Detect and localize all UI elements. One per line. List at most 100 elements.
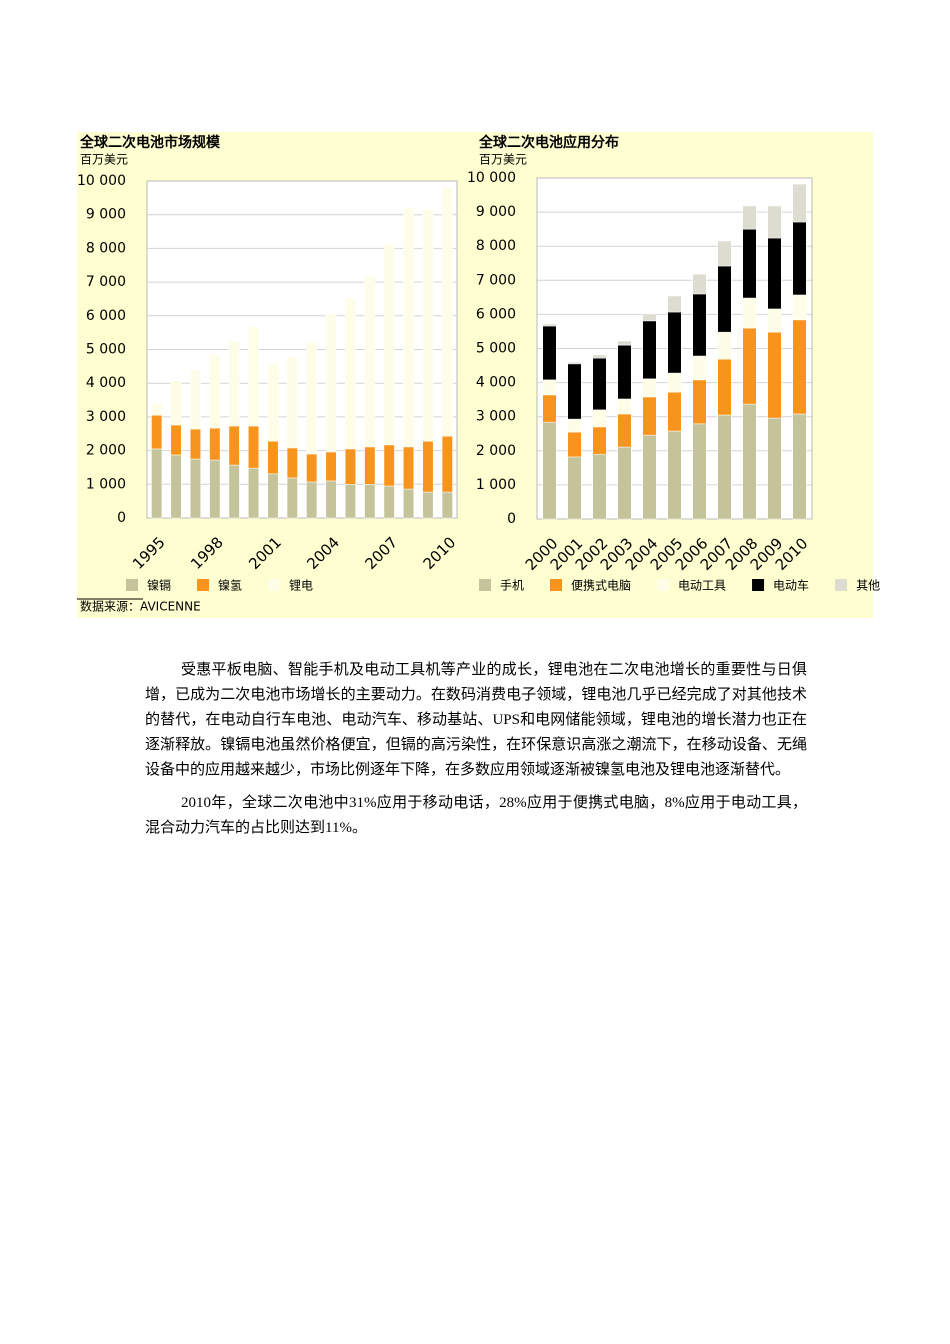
- bar-segment: [692, 273, 707, 295]
- bar-segment: [344, 297, 356, 450]
- legend-swatch: [752, 579, 765, 591]
- bar-segment: [742, 327, 757, 405]
- bar-segment: [792, 319, 807, 415]
- bar-segment: [189, 369, 201, 430]
- bar-segment: [667, 295, 682, 313]
- bar-segment: [364, 275, 376, 448]
- bar-segment: [642, 378, 657, 398]
- bar-segment: [248, 326, 260, 427]
- bar-segment: [717, 240, 732, 267]
- bar-segment: [742, 403, 757, 520]
- y-tick-label: 1 000: [476, 477, 516, 493]
- bar-segment: [692, 293, 707, 357]
- bar-segment: [717, 265, 732, 333]
- legend-label: 锂电: [289, 578, 313, 593]
- bar-segment: [567, 456, 582, 520]
- y-tick-label: 0: [507, 511, 516, 527]
- bar-segment: [170, 454, 182, 519]
- plot-border: [146, 180, 458, 519]
- y-tick-label: 1 000: [86, 476, 126, 492]
- bar-segment: [642, 320, 657, 380]
- bar-segment: [344, 448, 356, 485]
- bar-segment: [325, 451, 337, 482]
- bar-segment: [542, 379, 557, 396]
- bar-segment: [617, 340, 632, 346]
- legend-label: 电动工具: [678, 579, 726, 593]
- y-tick-label: 2 000: [476, 443, 516, 459]
- bar-segment: [567, 431, 582, 458]
- y-tick-label: 10 000: [467, 170, 516, 186]
- bar-segment: [692, 355, 707, 381]
- bar-segment: [441, 186, 453, 437]
- bar-segment: [151, 414, 163, 450]
- legend-swatch: [268, 579, 281, 591]
- legend-swatch: [835, 579, 848, 591]
- bar-segment: [667, 430, 682, 520]
- bar-segment: [228, 425, 240, 466]
- bar-segment: [767, 205, 782, 239]
- bar-segment: [325, 313, 337, 453]
- chart-title: 全球二次电池应用分布: [478, 134, 619, 151]
- bar-segment: [267, 473, 279, 519]
- y-tick-label: 2 000: [86, 443, 126, 459]
- paragraph: 受惠平板电脑、智能手机及电动工具机等产业的成长，锂电池在二次电池增长的重要性与日…: [145, 662, 807, 778]
- y-tick-label: 9 000: [476, 204, 516, 220]
- y-tick-label: 8 000: [86, 240, 126, 256]
- bar-segment: [441, 491, 453, 519]
- bar-segment: [325, 480, 337, 519]
- bar-segment: [286, 477, 298, 519]
- bar-segment: [364, 484, 376, 519]
- legend-swatch: [197, 579, 210, 591]
- bar-segment: [542, 394, 557, 423]
- bar-segment: [767, 237, 782, 310]
- bar-segment: [617, 398, 632, 415]
- bar-segment: [592, 453, 607, 520]
- bar-segment: [189, 428, 201, 460]
- bar-segment: [209, 427, 221, 461]
- bar-segment: [228, 340, 240, 427]
- bar-segment: [306, 481, 318, 519]
- bar-segment: [306, 341, 318, 455]
- bar-segment: [692, 379, 707, 425]
- bar-segment: [792, 413, 807, 520]
- bar-segment: [767, 308, 782, 333]
- bar-segment: [742, 205, 757, 230]
- y-tick-label: 9 000: [86, 207, 126, 223]
- bar-segment: [592, 354, 607, 359]
- y-tick-label: 5 000: [86, 342, 126, 358]
- bar-segment: [403, 488, 415, 519]
- bar-segment: [567, 361, 582, 365]
- bar-segment: [767, 417, 782, 520]
- bar-segment: [542, 325, 557, 381]
- bar-segment: [383, 485, 395, 519]
- y-axis-label: 百万美元: [80, 153, 128, 167]
- legend-label: 镍氢: [218, 578, 242, 593]
- bar-segment: [248, 425, 260, 469]
- y-axis-label: 百万美元: [479, 153, 527, 167]
- y-tick-label: 3 000: [86, 409, 126, 425]
- bar-segment: [742, 228, 757, 299]
- bar-segment: [422, 440, 434, 493]
- bar-segment: [717, 331, 732, 360]
- legend-label: 镍镉: [147, 579, 171, 593]
- bar-segment: [592, 409, 607, 428]
- bar-segment: [592, 426, 607, 455]
- bar-segment: [567, 418, 582, 433]
- bar-segment: [170, 380, 182, 426]
- bar-segment: [792, 183, 807, 223]
- bar-segment: [567, 363, 582, 420]
- bar-segment: [617, 344, 632, 400]
- bar-segment: [742, 297, 757, 329]
- bar-segment: [344, 484, 356, 519]
- bar-segment: [151, 448, 163, 519]
- bar-segment: [403, 207, 415, 448]
- bar-segment: [383, 444, 395, 487]
- bar-segment: [306, 453, 318, 483]
- bar-segment: [767, 331, 782, 419]
- y-tick-label: 6 000: [476, 306, 516, 322]
- bar-segment: [170, 424, 182, 456]
- bar-segment: [151, 403, 163, 416]
- bar-segment: [717, 358, 732, 416]
- bar-segment: [189, 458, 201, 519]
